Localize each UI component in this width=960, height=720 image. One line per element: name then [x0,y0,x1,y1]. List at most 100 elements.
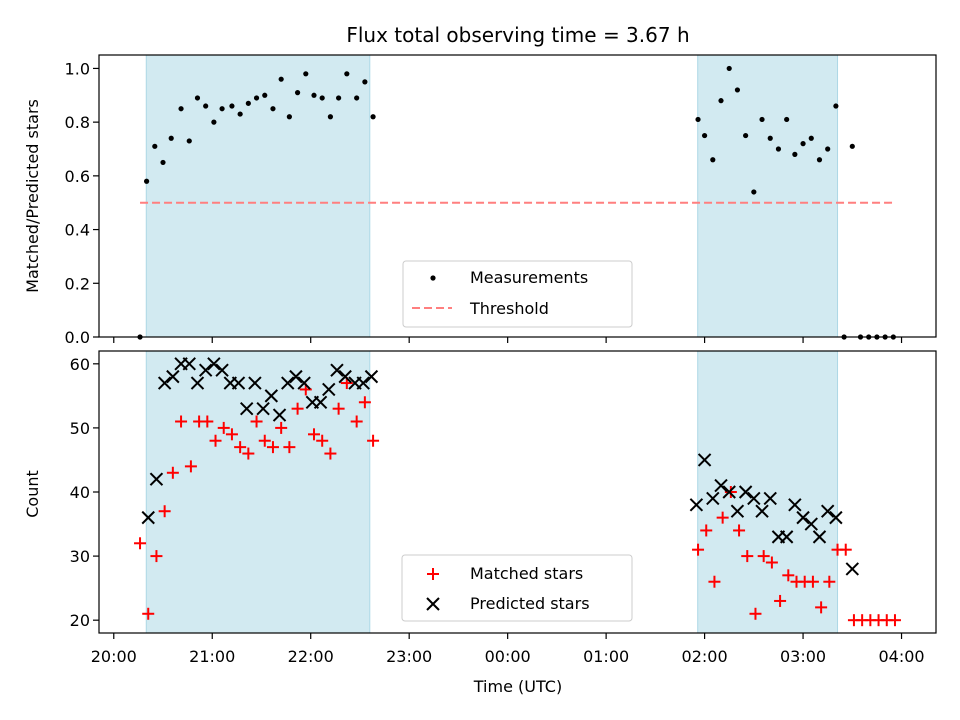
measurement-point [168,135,174,141]
predicted-star-point [730,504,745,518]
measurement-point [211,119,217,125]
predicted-star-point [313,395,328,409]
top-shaded-interval [697,54,839,338]
top-y-axis-title: Matched/Predicted stars [23,99,42,293]
predicted-star-point [689,498,704,512]
matched-star-point [724,486,737,498]
bottom-shaded-interval [145,350,371,634]
measurement-point [743,132,749,139]
measurement-point [311,92,317,98]
measurement-point [143,178,150,184]
bottom-panel: 20 30 40 50 60 20:00 21:00 22:00 23:00 00:00 01:0… [23,350,937,696]
matched-star-point [806,575,819,588]
measurement-point [734,87,741,93]
measurement-point [194,95,201,101]
predicted-star-point [755,504,769,518]
measurement-point [833,103,839,109]
top-y-tick-label: 0.2 [65,274,90,293]
x-tick-label: 22:00 [288,647,334,666]
matched-star-point [275,421,288,434]
top-panel: 0.0 0.2 0.4 0.6 0.8 1.0 Matched/Predicted sta… [23,54,937,347]
predicted-star-point [845,562,860,576]
legend-measurements-marker [430,275,436,281]
predicted-star-point [264,389,279,403]
x-tick-label: 03:00 [780,647,826,666]
matched-star-point [367,434,380,447]
predicted-star-point [747,491,761,506]
predicted-star-point [248,376,262,390]
matched-star-point [692,543,705,556]
predicted-star-point [297,376,311,390]
predicted-star-point [714,478,728,493]
matched-star-point [733,524,746,537]
matched-star-point [201,415,214,428]
measurement-point [354,95,360,101]
matched-star-point [142,607,155,620]
predicted-star-point [788,498,802,512]
measurement-point [800,141,806,147]
measurement-point [178,106,184,112]
measurement-point [186,138,192,144]
bottom-legend-box [401,554,633,622]
measurement-point [336,95,342,101]
predicted-star-point [804,517,818,531]
matched-star-point [209,434,222,447]
x-tick-label: 01:00 [583,647,629,666]
matched-star-point [158,505,171,518]
x-tick-label: 02:00 [682,647,728,666]
top-shaded-interval [145,54,371,338]
predicted-star-point [322,382,336,397]
predicted-star-point [231,376,246,390]
measurement-point [237,111,243,117]
measurement-point [726,65,732,72]
measurement-point [152,143,158,149]
predicted-star-point [779,530,794,544]
top-y-axis: 0.0 0.2 0.4 0.6 0.8 1.0 [65,59,99,347]
predicted-star-point [207,357,221,371]
x-tick-label: 20:00 [91,647,137,666]
matched-star-point [266,441,279,454]
matched-star-point [217,421,230,434]
measurement-point [203,103,209,109]
bottom-y-tick-label: 50 [70,419,90,438]
measurement-point [767,135,773,141]
top-y-tick-label: 0.0 [65,328,90,347]
predicted-star-point [141,510,155,525]
measurement-point [695,116,701,123]
bottom-y-tick-label: 30 [70,547,90,566]
bottom-y-tick-label: 40 [70,483,90,502]
predicted-star-point [289,369,303,384]
matched-star-point [150,550,163,563]
matched-star-point [234,441,247,454]
measurement-point [701,132,708,139]
measurement-point [229,103,235,109]
predicted-star-point [281,376,295,390]
predicted-star-point [182,357,196,371]
predicted-star-point [272,408,287,422]
measurement-point [278,76,284,82]
predicted-star-point [239,401,254,416]
matched-star-point [225,428,238,441]
legend-predicted-label: Predicted stars [470,594,590,613]
measurement-point [362,79,368,85]
matched-star-point [741,550,754,563]
matched-star-point [324,447,337,460]
x-tick-label: 00:00 [485,647,531,666]
measurement-point [784,116,790,123]
matched-star-point [839,543,852,556]
measurement-point [751,189,757,195]
matched-star-point [316,434,329,447]
bottom-y-axis: 20 30 40 50 60 [70,355,99,630]
predicted-star-point [706,491,720,506]
measurement-point [344,71,350,77]
bottom-y-tick-label: 60 [70,355,90,374]
matched-star-point [823,575,836,588]
matched-star-point [757,550,770,563]
top-y-tick-label: 0.4 [65,221,90,240]
matched-star-point [716,511,729,524]
measurement-point [370,114,376,120]
top-y-tick-label: 0.8 [65,113,90,132]
matched-star-point [782,569,795,582]
predicted-star-point [738,485,753,499]
